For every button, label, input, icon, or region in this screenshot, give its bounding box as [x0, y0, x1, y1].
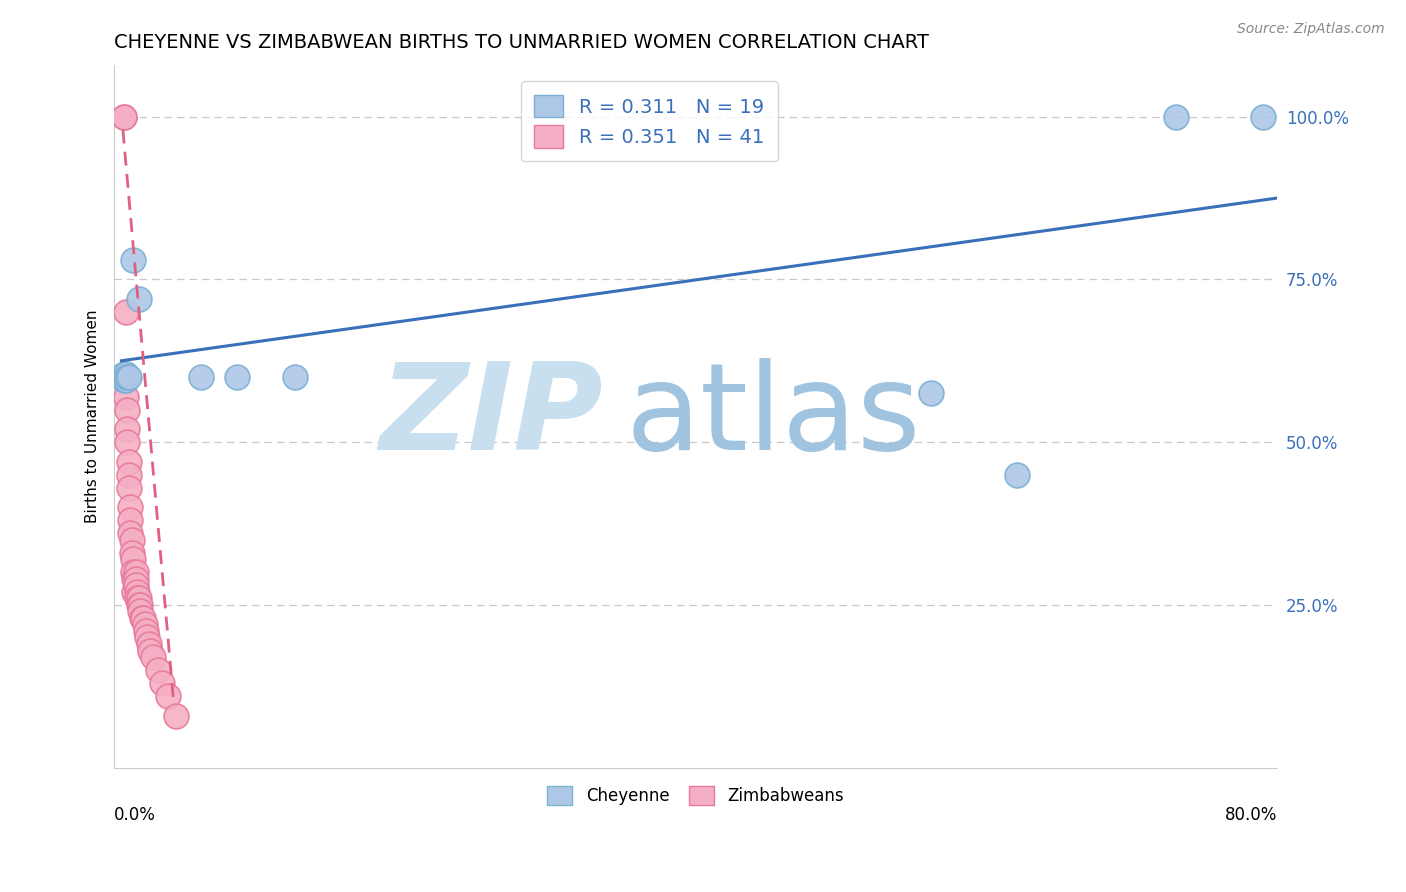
Text: CHEYENNE VS ZIMBABWEAN BIRTHS TO UNMARRIED WOMEN CORRELATION CHART: CHEYENNE VS ZIMBABWEAN BIRTHS TO UNMARRI… — [114, 33, 929, 52]
Point — [138, 637, 160, 651]
Point — [120, 513, 142, 527]
Point — [114, 390, 136, 404]
Point — [115, 370, 138, 384]
Point — [117, 455, 139, 469]
Point — [122, 566, 145, 580]
Point — [114, 370, 136, 384]
Text: atlas: atlas — [626, 358, 922, 475]
Point — [920, 386, 942, 401]
Point — [1166, 110, 1188, 124]
Point — [112, 367, 135, 381]
Point — [112, 110, 135, 124]
Legend: Cheyenne, Zimbabweans: Cheyenne, Zimbabweans — [541, 780, 851, 812]
Point — [112, 373, 135, 387]
Point — [128, 598, 150, 612]
Point — [122, 252, 145, 267]
Point — [139, 643, 162, 657]
Point — [129, 598, 152, 612]
Point — [120, 500, 142, 515]
Point — [125, 572, 148, 586]
Point — [127, 591, 149, 606]
Point — [124, 572, 146, 586]
Point — [121, 546, 143, 560]
Text: ZIP: ZIP — [380, 358, 603, 475]
Point — [1007, 467, 1029, 482]
Point — [114, 367, 136, 381]
Point — [112, 110, 135, 124]
Point — [121, 533, 143, 547]
Point — [115, 402, 138, 417]
Point — [156, 689, 179, 703]
Y-axis label: Births to Unmarried Women: Births to Unmarried Women — [86, 310, 100, 523]
Point — [125, 578, 148, 592]
Point — [117, 467, 139, 482]
Point — [165, 708, 187, 723]
Text: Source: ZipAtlas.com: Source: ZipAtlas.com — [1237, 22, 1385, 37]
Point — [226, 370, 249, 384]
Point — [150, 676, 173, 690]
Point — [128, 591, 150, 606]
Point — [1251, 110, 1274, 124]
Point — [114, 305, 136, 319]
Point — [129, 604, 152, 618]
Point — [117, 481, 139, 495]
Point — [115, 370, 138, 384]
Point — [127, 585, 149, 599]
Point — [142, 650, 165, 665]
Text: 80.0%: 80.0% — [1225, 806, 1278, 824]
Point — [117, 370, 139, 384]
Point — [131, 611, 153, 625]
Point — [132, 611, 155, 625]
Point — [125, 566, 148, 580]
Point — [115, 435, 138, 450]
Point — [284, 370, 307, 384]
Point — [135, 624, 157, 638]
Point — [128, 292, 150, 306]
Point — [120, 526, 142, 541]
Point — [136, 631, 159, 645]
Point — [124, 585, 146, 599]
Point — [115, 422, 138, 436]
Text: 0.0%: 0.0% — [114, 806, 156, 824]
Point — [134, 617, 156, 632]
Point — [122, 552, 145, 566]
Point — [146, 663, 169, 677]
Point — [114, 373, 136, 387]
Point — [190, 370, 212, 384]
